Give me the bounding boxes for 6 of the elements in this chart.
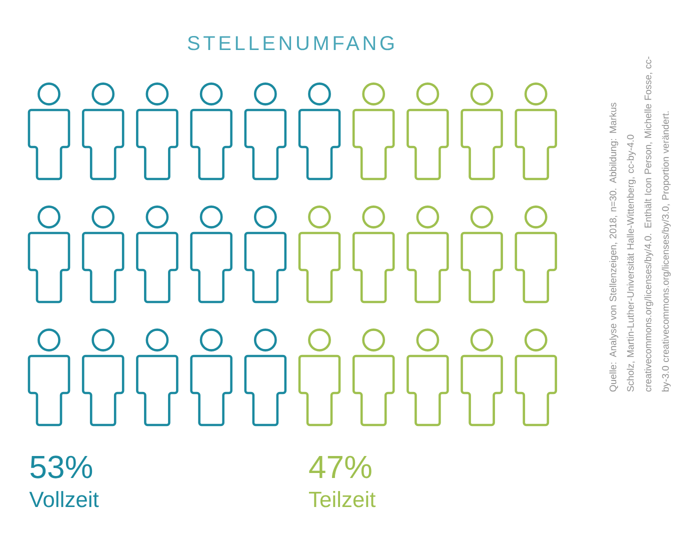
text: STELLENUMFANG: [188, 36, 394, 50]
category-label: Teilzeit: [308, 491, 376, 508]
category-label: Vollzeit: [29, 491, 99, 508]
source-note: Quelle: Analyse von Stellenzeigen, 2018, n=30. Abbildung: Markus Scholz, Martin-Luther-Universität Halle-Wittenberg, cc-by-4.0 creativecommons.org/licenses/by/4.0. Enthält Icon Person, Michelle Fosse, cc-by-3.0 creativecommons.org/licenses/by/3.0, Proportion verändert.: [609, 56, 671, 392]
data-label: 53%: [30, 456, 92, 478]
data-label: 47%: [309, 456, 372, 478]
